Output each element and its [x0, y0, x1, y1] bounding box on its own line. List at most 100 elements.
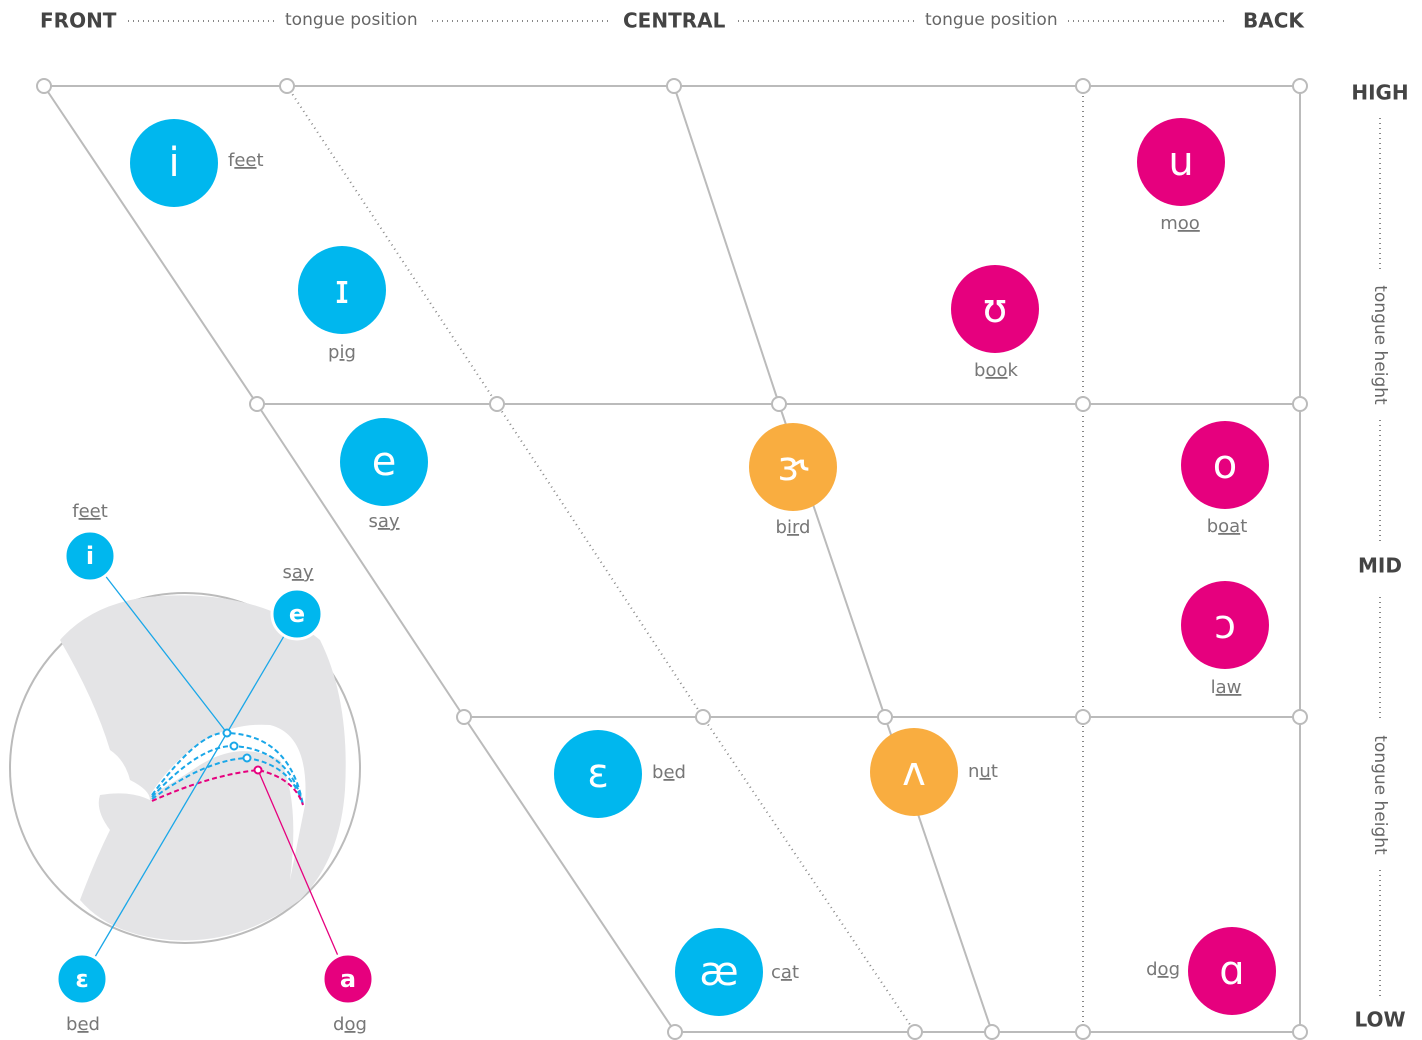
node [490, 397, 504, 411]
example-word: feet [72, 501, 108, 522]
node [1076, 79, 1090, 93]
node [667, 79, 681, 93]
front: FRONT [40, 9, 117, 33]
word-part: s [368, 511, 377, 532]
example-word: boat [1207, 516, 1248, 537]
word-part: b [66, 1014, 77, 1035]
point [231, 743, 238, 750]
word-part: c [771, 962, 781, 983]
word-part: oa [1218, 516, 1240, 537]
node [280, 79, 294, 93]
vowel-symbol: ɛ [75, 965, 88, 993]
word-part: t [1240, 516, 1247, 537]
example-word: dog [1146, 959, 1180, 980]
node [1293, 397, 1307, 411]
word-part: g [345, 342, 356, 363]
word-part: d [1146, 959, 1157, 980]
column-line [287, 86, 915, 1032]
word-part: t [991, 761, 998, 782]
word-part: b [652, 762, 663, 783]
word-part: d [89, 1014, 100, 1035]
vowel-symbol: ɝ [777, 444, 808, 490]
point [255, 767, 262, 774]
label: tongue height [1370, 285, 1390, 405]
low: LOW [1354, 1008, 1405, 1032]
node [668, 1025, 682, 1039]
example-word: law [1211, 677, 1242, 698]
vowel-symbol: ɛ [587, 751, 609, 797]
node [457, 710, 471, 724]
word-part: u [979, 761, 990, 782]
vowel-symbol: o [1213, 442, 1237, 488]
label: tongue height [1370, 735, 1390, 855]
central: CENTRAL [623, 9, 726, 33]
example-word: say [282, 562, 313, 583]
example-word: book [974, 360, 1018, 381]
word-part: d [799, 517, 810, 538]
word-part: ee [234, 150, 256, 171]
word-part: ee [79, 501, 101, 522]
word-part: b [776, 517, 787, 538]
column-line [674, 86, 992, 1032]
vowel-chart: FRONT tongue position CENTRAL tongue pos… [0, 0, 1422, 1040]
example-word: moo [1160, 213, 1200, 234]
word-part: t [257, 150, 264, 171]
vowel-symbol: æ [699, 949, 738, 995]
word-part: t [792, 962, 799, 983]
node [878, 710, 892, 724]
word-part: k [1008, 360, 1019, 381]
word-part: ay [378, 511, 400, 532]
vowel-symbol: ɪ [335, 267, 350, 313]
point [244, 755, 251, 762]
vowel-symbol: ɔ [1214, 602, 1236, 648]
word-part: s [282, 562, 291, 583]
word-part: ir [787, 517, 800, 538]
word-part: n [968, 761, 979, 782]
example-word: dog [333, 1014, 367, 1035]
vowel-symbol: i [168, 140, 179, 186]
word-part: e [77, 1014, 88, 1035]
vowel-symbol: e [372, 439, 397, 485]
node [1293, 710, 1307, 724]
word-part: p [328, 342, 339, 363]
word-part: e [663, 762, 674, 783]
word-part: b [974, 360, 985, 381]
node [1293, 79, 1307, 93]
back: BACK [1243, 9, 1305, 33]
word-part: ay [292, 562, 314, 583]
example-word: pig [328, 342, 356, 363]
point [224, 730, 231, 737]
example-word: bird [776, 517, 811, 538]
label: tongue position [925, 10, 1058, 30]
example-word: cat [771, 962, 799, 983]
node [1076, 710, 1090, 724]
node [696, 710, 710, 724]
word-part: aw [1216, 677, 1242, 698]
node [1293, 1025, 1307, 1039]
node [37, 79, 51, 93]
word-part: g [1169, 959, 1180, 980]
node [772, 397, 786, 411]
vowel-symbol: ʌ [902, 749, 926, 795]
label: tongue position [285, 10, 418, 30]
word-part: t [101, 501, 108, 522]
example-word: bed [66, 1014, 100, 1035]
node [908, 1025, 922, 1039]
word-part: a [781, 962, 792, 983]
word-part: oo [985, 360, 1007, 381]
vowel-symbol: e [289, 600, 305, 628]
example-word: bed [652, 762, 686, 783]
header: FRONT tongue position CENTRAL tongue pos… [40, 9, 1305, 33]
example-word: nut [968, 761, 998, 782]
word-part: oo [1178, 213, 1200, 234]
word-part: d [333, 1014, 344, 1035]
example-word: feet [228, 150, 264, 171]
word-part: o [344, 1014, 355, 1035]
mid: MID [1358, 554, 1402, 578]
vowel-symbol: a [340, 965, 356, 993]
node [985, 1025, 999, 1039]
vowel-symbol: u [1168, 139, 1193, 185]
word-part: b [1207, 516, 1218, 537]
word-part: d [675, 762, 686, 783]
